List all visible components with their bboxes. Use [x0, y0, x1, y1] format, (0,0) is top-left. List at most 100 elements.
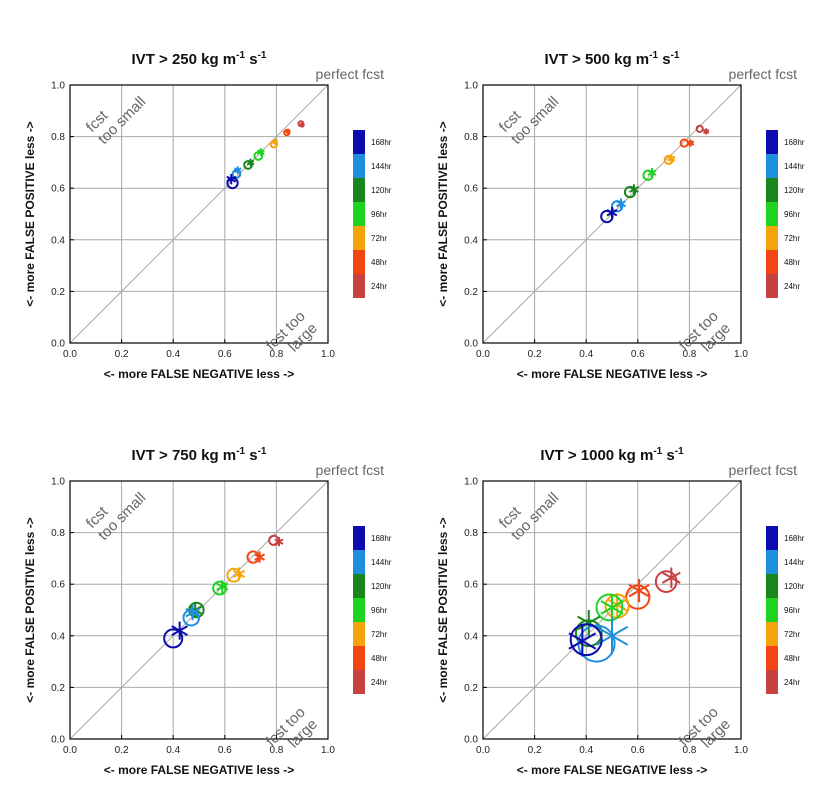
chart-title: IVT > 500 kg m-1 s-1	[545, 50, 680, 68]
x-tick-label: 0.2	[528, 745, 542, 756]
legend-label-96hr: 96hr	[371, 210, 387, 219]
star-marker-96hr	[647, 168, 657, 178]
legend-label-72hr: 72hr	[784, 630, 800, 639]
star-marker-48hr	[254, 551, 266, 563]
x-tick-label: 1.0	[321, 745, 335, 756]
legend-swatch-48hr	[353, 250, 365, 274]
legend-label-120hr: 120hr	[371, 186, 392, 195]
x-tick-label: 0.4	[579, 349, 593, 360]
chart-panel-3: IVT > 750 kg m-1 s-1 0.00.0 0.2 0.2 0.4 0.4 0.…	[23, 446, 392, 777]
y-tick-label: 0.4	[51, 235, 65, 246]
star-marker-24hr	[661, 567, 681, 589]
x-tick-label: 1.0	[321, 349, 335, 360]
chart-title: IVT > 1000 kg m-1 s-1	[540, 446, 684, 464]
circle-marker-48hr	[625, 584, 651, 610]
x-tick-label: 1.0	[734, 349, 748, 360]
series-144hr	[182, 604, 200, 627]
star-marker-168hr	[606, 207, 618, 219]
legend: 168hr 144hr 120hr 96hr 72hr 48hr 24hr	[353, 526, 392, 694]
y-tick-label: 0.0	[464, 339, 478, 350]
y-tick-label: 0.4	[464, 235, 478, 246]
legend-swatch-168hr	[353, 130, 365, 154]
star-marker-96hr	[216, 580, 229, 594]
legend-swatch-120hr	[766, 574, 778, 598]
circle-marker-24hr	[695, 124, 704, 133]
x-axis-label: <- more FALSE NEGATIVE less ->	[517, 367, 708, 381]
legend-swatch-168hr	[766, 526, 778, 550]
too-small-note: fcsttoo small	[496, 81, 562, 147]
y-tick-label: 1.0	[464, 477, 478, 488]
perfect-forecast-line	[69, 84, 329, 344]
x-tick-label: 0.6	[631, 349, 645, 360]
x-tick-label: 0.6	[218, 349, 232, 360]
legend-swatch-48hr	[353, 646, 365, 670]
x-axis-label: <- more FALSE NEGATIVE less ->	[104, 367, 295, 381]
x-tick-label: 0.0	[476, 745, 490, 756]
y-tick-label: 0.6	[464, 184, 478, 195]
star-marker-120hr	[628, 184, 639, 195]
y-tick-label: 0.4	[51, 631, 65, 642]
legend-label-96hr: 96hr	[784, 606, 800, 615]
circle-marker-96hr	[595, 593, 624, 622]
series-72hr	[269, 138, 279, 149]
legend-swatch-168hr	[353, 526, 365, 550]
legend-swatch-168hr	[766, 130, 778, 154]
legend-label-48hr: 48hr	[784, 654, 800, 663]
y-tick-label: 1.0	[464, 81, 478, 92]
legend-label-168hr: 168hr	[784, 534, 805, 543]
x-tick-label: 0.4	[579, 745, 593, 756]
y-tick-label: 0.6	[464, 580, 478, 591]
x-tick-label: 0.4	[166, 745, 180, 756]
legend-swatch-144hr	[353, 550, 365, 574]
y-axis-label: <- more FALSE POSITIVE less ->	[436, 121, 450, 306]
legend-swatch-24hr	[353, 670, 365, 694]
series-144hr	[611, 198, 626, 213]
legend-swatch-144hr	[353, 154, 365, 178]
y-tick-label: 0.2	[464, 287, 478, 298]
circle-marker-48hr	[246, 550, 260, 564]
legend-swatch-120hr	[353, 178, 365, 202]
series-24hr	[654, 567, 681, 593]
star-marker-48hr	[285, 128, 291, 135]
legend-swatch-120hr	[766, 178, 778, 202]
legend-label-144hr: 144hr	[371, 162, 392, 171]
series-24hr	[268, 534, 284, 547]
legend-swatch-96hr	[353, 202, 365, 226]
x-tick-label: 0.0	[63, 745, 77, 756]
y-tick-label: 0.8	[51, 528, 65, 539]
star-marker-168hr	[171, 621, 188, 640]
series-48hr	[283, 128, 291, 137]
y-tick-label: 0.0	[51, 339, 65, 350]
series-120hr	[243, 158, 255, 170]
x-tick-label: 1.0	[734, 745, 748, 756]
plot-frame	[69, 480, 329, 740]
legend-label-168hr: 168hr	[371, 534, 392, 543]
series-72hr	[226, 567, 246, 583]
circle-marker-144hr	[182, 609, 200, 627]
series-48hr	[679, 138, 695, 148]
star-marker-96hr	[257, 148, 265, 156]
series-168hr	[226, 174, 239, 190]
y-tick-label: 0.0	[464, 735, 478, 746]
series-96hr	[212, 580, 229, 596]
y-tick-label: 0.0	[51, 735, 65, 746]
legend-swatch-72hr	[766, 622, 778, 646]
chart-panel-1: IVT > 250 kg m-1 s-1 0.00.0 0.2 0.2 0.4 0.4 0.…	[23, 50, 392, 381]
legend-swatch-48hr	[766, 250, 778, 274]
y-tick-label: 0.4	[464, 631, 478, 642]
series-168hr	[600, 207, 618, 224]
too-small-note: fcsttoo small	[83, 81, 149, 147]
legend-swatch-72hr	[353, 622, 365, 646]
legend-label-72hr: 72hr	[371, 630, 387, 639]
series-168hr	[568, 623, 603, 657]
y-tick-label: 0.8	[464, 132, 478, 143]
star-marker-24hr	[299, 122, 305, 128]
x-tick-label: 0.8	[269, 349, 283, 360]
y-tick-label: 1.0	[51, 477, 65, 488]
series-144hr	[231, 166, 242, 179]
legend-label-72hr: 72hr	[784, 234, 800, 243]
series-48hr	[625, 579, 651, 610]
star-marker-120hr	[246, 158, 255, 167]
circle-marker-96hr	[253, 151, 264, 161]
x-tick-label: 0.8	[682, 349, 696, 360]
